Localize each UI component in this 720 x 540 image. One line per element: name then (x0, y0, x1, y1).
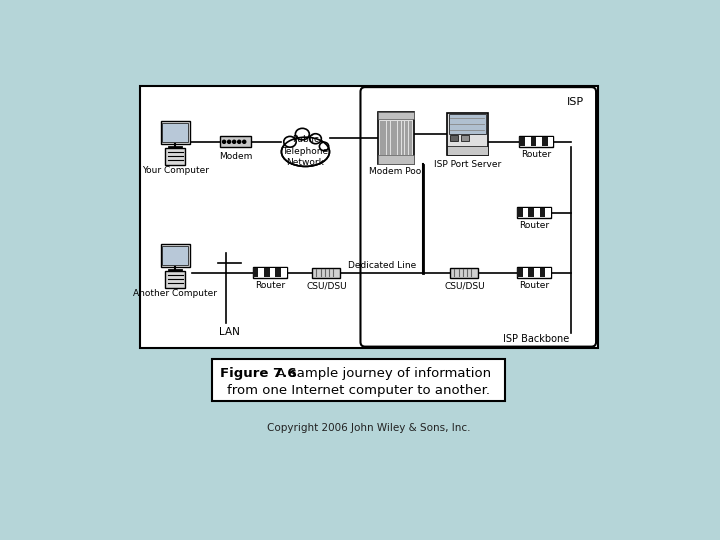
Bar (528, 208, 534, 217)
Text: A sample journey of information: A sample journey of information (269, 367, 491, 380)
Bar (517, 267, 551, 278)
Bar (391, 121, 394, 155)
Bar (163, 123, 188, 142)
Text: ISP Port Server: ISP Port Server (433, 159, 501, 168)
Bar (531, 137, 536, 146)
Bar (276, 268, 282, 278)
Bar (264, 268, 270, 278)
Ellipse shape (295, 129, 310, 140)
Text: Dedicated Line: Dedicated Line (348, 261, 416, 271)
Circle shape (228, 140, 230, 143)
Bar (525, 137, 531, 146)
Bar (253, 267, 287, 278)
Bar (258, 268, 264, 278)
Text: LAN: LAN (219, 327, 240, 336)
Bar (384, 121, 387, 155)
Text: Router: Router (255, 281, 285, 290)
Bar (462, 135, 469, 141)
Bar (161, 244, 190, 267)
Bar (398, 121, 401, 155)
Bar (409, 121, 412, 155)
Bar (378, 112, 414, 164)
Text: CSU/DSU: CSU/DSU (444, 281, 485, 290)
Bar (165, 148, 185, 165)
Bar (165, 271, 185, 288)
Bar (447, 113, 487, 156)
Bar (519, 137, 554, 147)
Bar (542, 137, 548, 146)
Text: Copyright 2006 John Wiley & Sons, Inc.: Copyright 2006 John Wiley & Sons, Inc. (267, 423, 471, 433)
Ellipse shape (284, 137, 296, 147)
Bar (402, 121, 405, 155)
Bar (548, 137, 554, 146)
Circle shape (222, 140, 225, 143)
Text: Router: Router (521, 150, 552, 159)
Ellipse shape (310, 134, 321, 144)
Circle shape (238, 140, 240, 143)
Bar (378, 112, 414, 119)
Bar (517, 208, 523, 217)
Text: Router: Router (519, 281, 549, 290)
Bar (540, 268, 546, 278)
Bar (523, 268, 528, 278)
Bar (540, 208, 546, 217)
Text: Modem: Modem (219, 152, 253, 161)
Ellipse shape (320, 142, 329, 151)
Bar (395, 121, 397, 155)
Bar (140, 86, 598, 348)
Circle shape (243, 140, 246, 143)
Bar (451, 135, 458, 141)
Text: Public
Telephone
Network: Public Telephone Network (282, 136, 328, 167)
Bar (405, 121, 408, 155)
Bar (312, 268, 341, 278)
FancyBboxPatch shape (361, 87, 596, 347)
Bar (528, 268, 534, 278)
Text: Figure 7.6: Figure 7.6 (220, 367, 297, 380)
Bar (451, 268, 478, 278)
Bar (387, 121, 390, 155)
Text: Your Computer: Your Computer (142, 166, 209, 174)
Bar (163, 246, 188, 265)
Bar (519, 137, 525, 146)
Text: ISP: ISP (567, 97, 585, 107)
Ellipse shape (282, 137, 330, 166)
Bar (449, 114, 486, 133)
Bar (378, 155, 414, 164)
Text: CSU/DSU: CSU/DSU (306, 281, 347, 290)
Bar (534, 208, 540, 217)
Bar (536, 137, 542, 146)
Bar (220, 137, 251, 147)
Bar (517, 268, 523, 278)
Bar (212, 359, 505, 401)
Bar (253, 268, 258, 278)
Bar (270, 268, 276, 278)
Bar (161, 121, 190, 144)
Text: Modem Pool: Modem Pool (369, 167, 423, 176)
Bar (546, 268, 551, 278)
Text: Router: Router (519, 221, 549, 230)
Bar (523, 208, 528, 217)
Bar (546, 208, 551, 217)
Bar (282, 268, 287, 278)
Circle shape (233, 140, 235, 143)
Bar (380, 121, 383, 155)
Bar (447, 146, 487, 156)
Bar (517, 207, 551, 218)
Bar (534, 268, 540, 278)
Text: Another Computer: Another Computer (133, 289, 217, 298)
Text: from one Internet computer to another.: from one Internet computer to another. (228, 383, 490, 396)
Text: ISP Backbone: ISP Backbone (503, 334, 569, 345)
